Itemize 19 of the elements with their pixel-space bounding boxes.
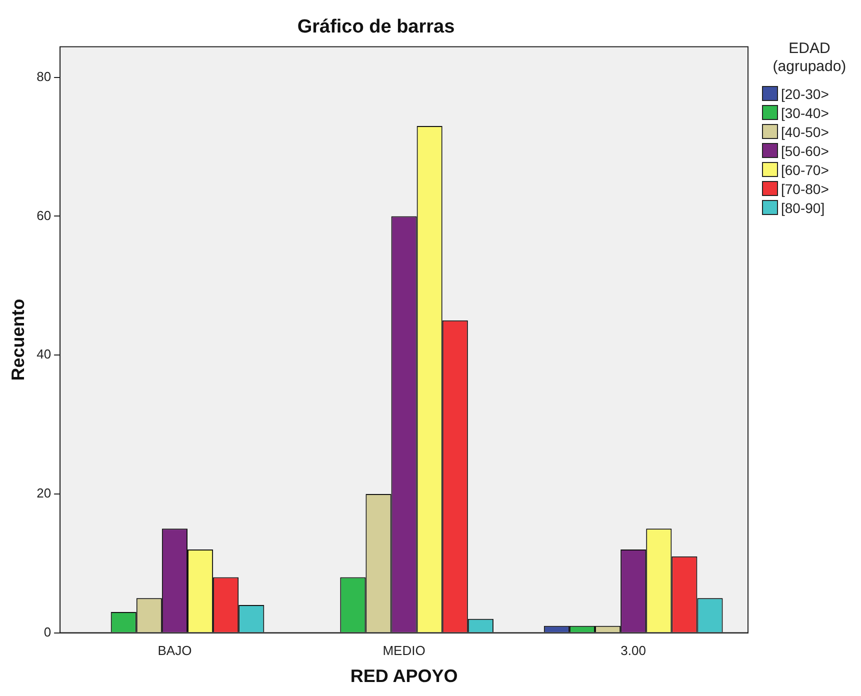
legend-title: EDAD (agrupado)	[772, 40, 848, 76]
legend-label: [70-80>	[781, 180, 829, 196]
legend-label: [40-50>	[781, 124, 829, 140]
x-axis-title: RED APOYO	[350, 666, 458, 686]
x-tick-label: BAJO	[158, 643, 192, 658]
legend-label: [20-30>	[781, 86, 829, 102]
x-tick-label: 3.00	[620, 643, 646, 658]
legend-label: [50-60>	[781, 142, 829, 158]
y-tick-label: 0	[44, 624, 52, 640]
chart-title: Gráfico de barras	[297, 16, 455, 38]
y-tick-label: 80	[36, 68, 52, 84]
y-axis-title: Recuento	[8, 298, 28, 381]
legend-label: [80-90]	[781, 200, 825, 216]
y-tick-label: 60	[36, 208, 52, 223]
x-tick-label: MEDIO	[382, 643, 426, 658]
y-tick-label: 20	[36, 486, 52, 501]
legend-label: [60-70>	[781, 162, 829, 178]
legend-label: [30-40>	[781, 104, 829, 120]
y-tick-label: 40	[36, 346, 52, 362]
